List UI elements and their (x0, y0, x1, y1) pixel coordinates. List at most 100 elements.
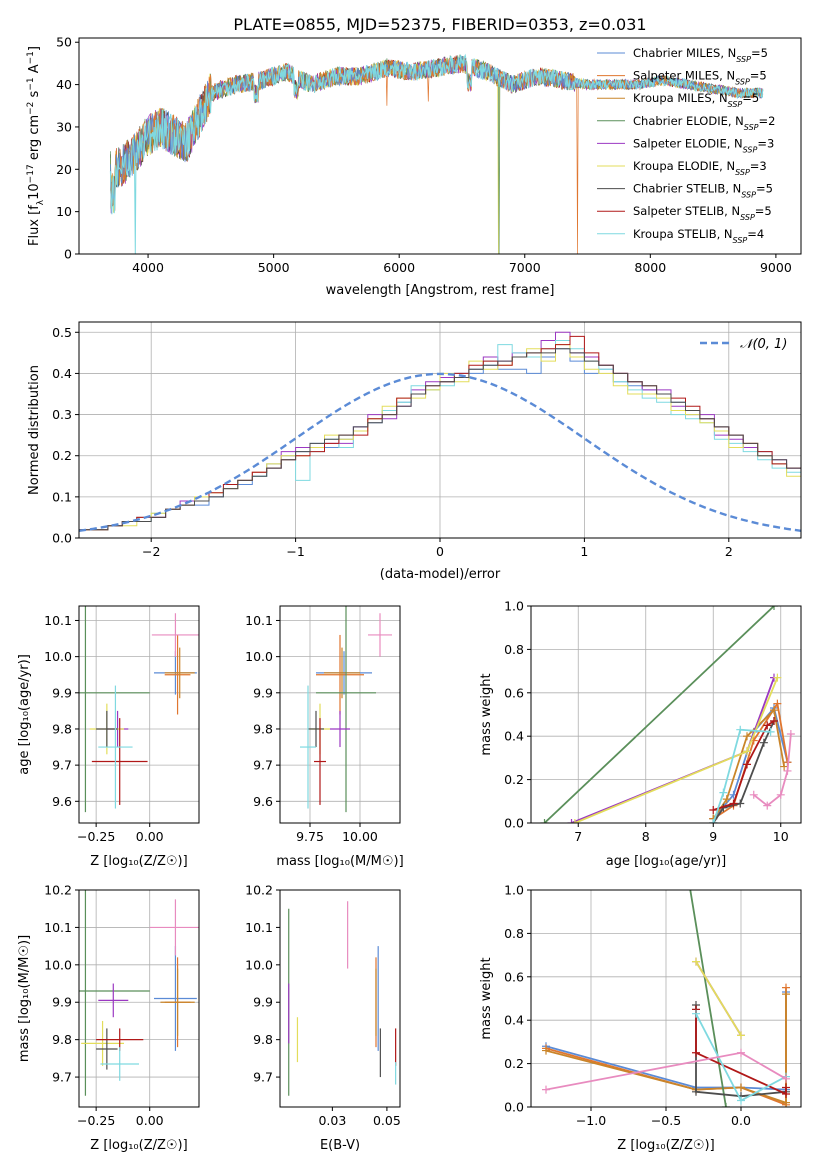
legend-entry: Kroupa MILES, NSSP=5 (633, 91, 759, 109)
weight-marker (542, 1085, 550, 1094)
y-tick-label: 10.1 (44, 613, 72, 628)
y-tick-label: 10.1 (245, 920, 273, 935)
x-tick-label: −0.5 (651, 1113, 681, 1128)
y-tick-label: 9.7 (52, 1070, 72, 1085)
weight-marker (737, 1048, 745, 1057)
y-tick-label: 0.2 (504, 772, 524, 787)
y-tick-label: 0.1 (52, 489, 72, 504)
x-axis-label: (data-model)/error (380, 567, 501, 582)
weight-marker (743, 732, 751, 741)
weight-marker (759, 738, 768, 747)
weight-line (543, 606, 775, 823)
panel-age_vs_Z: −0.25 0.00 9.6 9.7 9.8 9.9 10.0 10.1 Z [log₁₀(Z/… (17, 605, 200, 869)
axes-frame (78, 605, 200, 824)
legend-entry: Kroupa STELIB, NSSP=4 (633, 227, 764, 245)
x-tick-label: 0.00 (136, 829, 164, 844)
plot-area (288, 901, 397, 1096)
x-tick-label: −1 (286, 544, 304, 559)
y-tick-label: 10.1 (245, 613, 273, 628)
x-tick-label: −0.25 (77, 1113, 115, 1128)
y-tick-label: 0.0 (504, 1100, 524, 1115)
weight-marker (736, 725, 745, 734)
weight-marker (722, 795, 731, 804)
weight-marker (719, 788, 728, 797)
legend-entry: Salpeter ELODIE, NSSP=3 (633, 136, 774, 154)
axes-frame (530, 889, 802, 1108)
weight-marker (685, 875, 693, 883)
x-axis-label: E(B-V) (320, 1138, 360, 1153)
y-tick-label: 0.3 (52, 407, 72, 422)
x-tick-label: −1.0 (576, 1113, 606, 1128)
weight-marker (786, 730, 795, 739)
x-tick-label: 6000 (383, 260, 415, 275)
plot-area (79, 331, 801, 532)
x-axis-label: age [log₁₀(age/yr)] (606, 854, 727, 869)
y-tick-label: 9.9 (253, 685, 273, 700)
y-tick-label: 20 (56, 162, 72, 177)
x-tick-label: 8 (642, 829, 650, 844)
weight-marker (773, 699, 782, 708)
weight-marker (692, 957, 700, 966)
weight-marker (770, 717, 778, 726)
axes-frame (279, 889, 401, 1108)
y-tick-label: 9.9 (52, 685, 72, 700)
x-axis-label: mass [log₁₀(M/M☉)] (276, 854, 403, 869)
x-tick-label: 10 (773, 829, 789, 844)
x-axis-label: Z [log₁₀(Z/Z☉)] (90, 854, 187, 869)
x-axis-label: Z [log₁₀(Z/Z☉)] (90, 1138, 187, 1153)
weight-line (571, 677, 775, 823)
y-tick-label: 9.7 (253, 758, 273, 773)
y-axis-label: age [log₁₀(age/yr)] (17, 654, 32, 775)
y-tick-label: 9.7 (253, 1070, 273, 1085)
y-axis-label: Flux [fλ10−17 erg cm−2 s−1 A−1] (26, 46, 46, 246)
legend-entry: Chabrier STELIB, NSSP=5 (633, 182, 773, 200)
x-tick-label: 0.03 (318, 1113, 346, 1128)
weight-marker (766, 727, 775, 736)
y-tick-label: 9.8 (253, 1032, 273, 1047)
y-tick-label: 9.8 (52, 1032, 72, 1047)
plot-area (540, 606, 795, 823)
y-tick-label: 0.2 (504, 1056, 524, 1071)
x-tick-label: 7000 (509, 260, 541, 275)
y-tick-label: 10.2 (44, 883, 72, 898)
y-axis-label: Normed distribution (27, 365, 42, 495)
y-tick-label: 9.8 (52, 721, 72, 736)
weight-marker (567, 819, 576, 823)
histogram-step (79, 348, 801, 531)
y-tick-label: 10.0 (44, 957, 72, 972)
y-tick-label: 10.1 (44, 920, 72, 935)
y-tick-label: 9.6 (253, 794, 273, 809)
y-tick-label: 10.2 (245, 883, 273, 898)
weight-marker (729, 799, 738, 808)
y-tick-label: 10.0 (44, 649, 72, 664)
weight-marker (773, 673, 782, 682)
panel-age_vs_mass: 9.75 10.00 9.6 9.7 9.8 9.9 10.0 10.1 mass [log₁₀… (245, 605, 404, 869)
axes-frame (279, 605, 401, 824)
plot-area (542, 875, 790, 1107)
y-tick-label: 30 (56, 119, 72, 134)
x-tick-label: 9000 (760, 260, 792, 275)
legend-entry: Salpeter MILES, NSSP=5 (633, 69, 767, 87)
y-tick-label: 9.9 (253, 995, 273, 1010)
x-tick-label: 9 (709, 829, 717, 844)
panel-spectrum: 4000 5000 6000 7000 8000 9000 0 10 20 30 40 50 wavel… (26, 35, 802, 298)
weight-marker (722, 1103, 730, 1107)
y-axis-label: mass [log₁₀(M/M☉)] (17, 935, 32, 1062)
weight-line (712, 728, 771, 823)
weight-marker (737, 1083, 745, 1092)
normal-curve (79, 372, 801, 532)
weight-marker (763, 721, 772, 730)
x-tick-label: 2 (725, 544, 733, 559)
y-tick-label: 1.0 (504, 883, 524, 898)
y-tick-label: 40 (56, 77, 72, 92)
y-tick-label: 0.2 (52, 448, 72, 463)
weight-marker (692, 1009, 700, 1018)
x-tick-label: 4000 (132, 260, 164, 275)
y-tick-label: 1.0 (504, 599, 524, 614)
y-tick-label: 0.8 (504, 926, 524, 941)
y-tick-label: 0.4 (504, 729, 524, 744)
weight-marker (770, 606, 778, 610)
x-tick-label: −2 (142, 544, 160, 559)
x-tick-label: −0.25 (77, 829, 115, 844)
